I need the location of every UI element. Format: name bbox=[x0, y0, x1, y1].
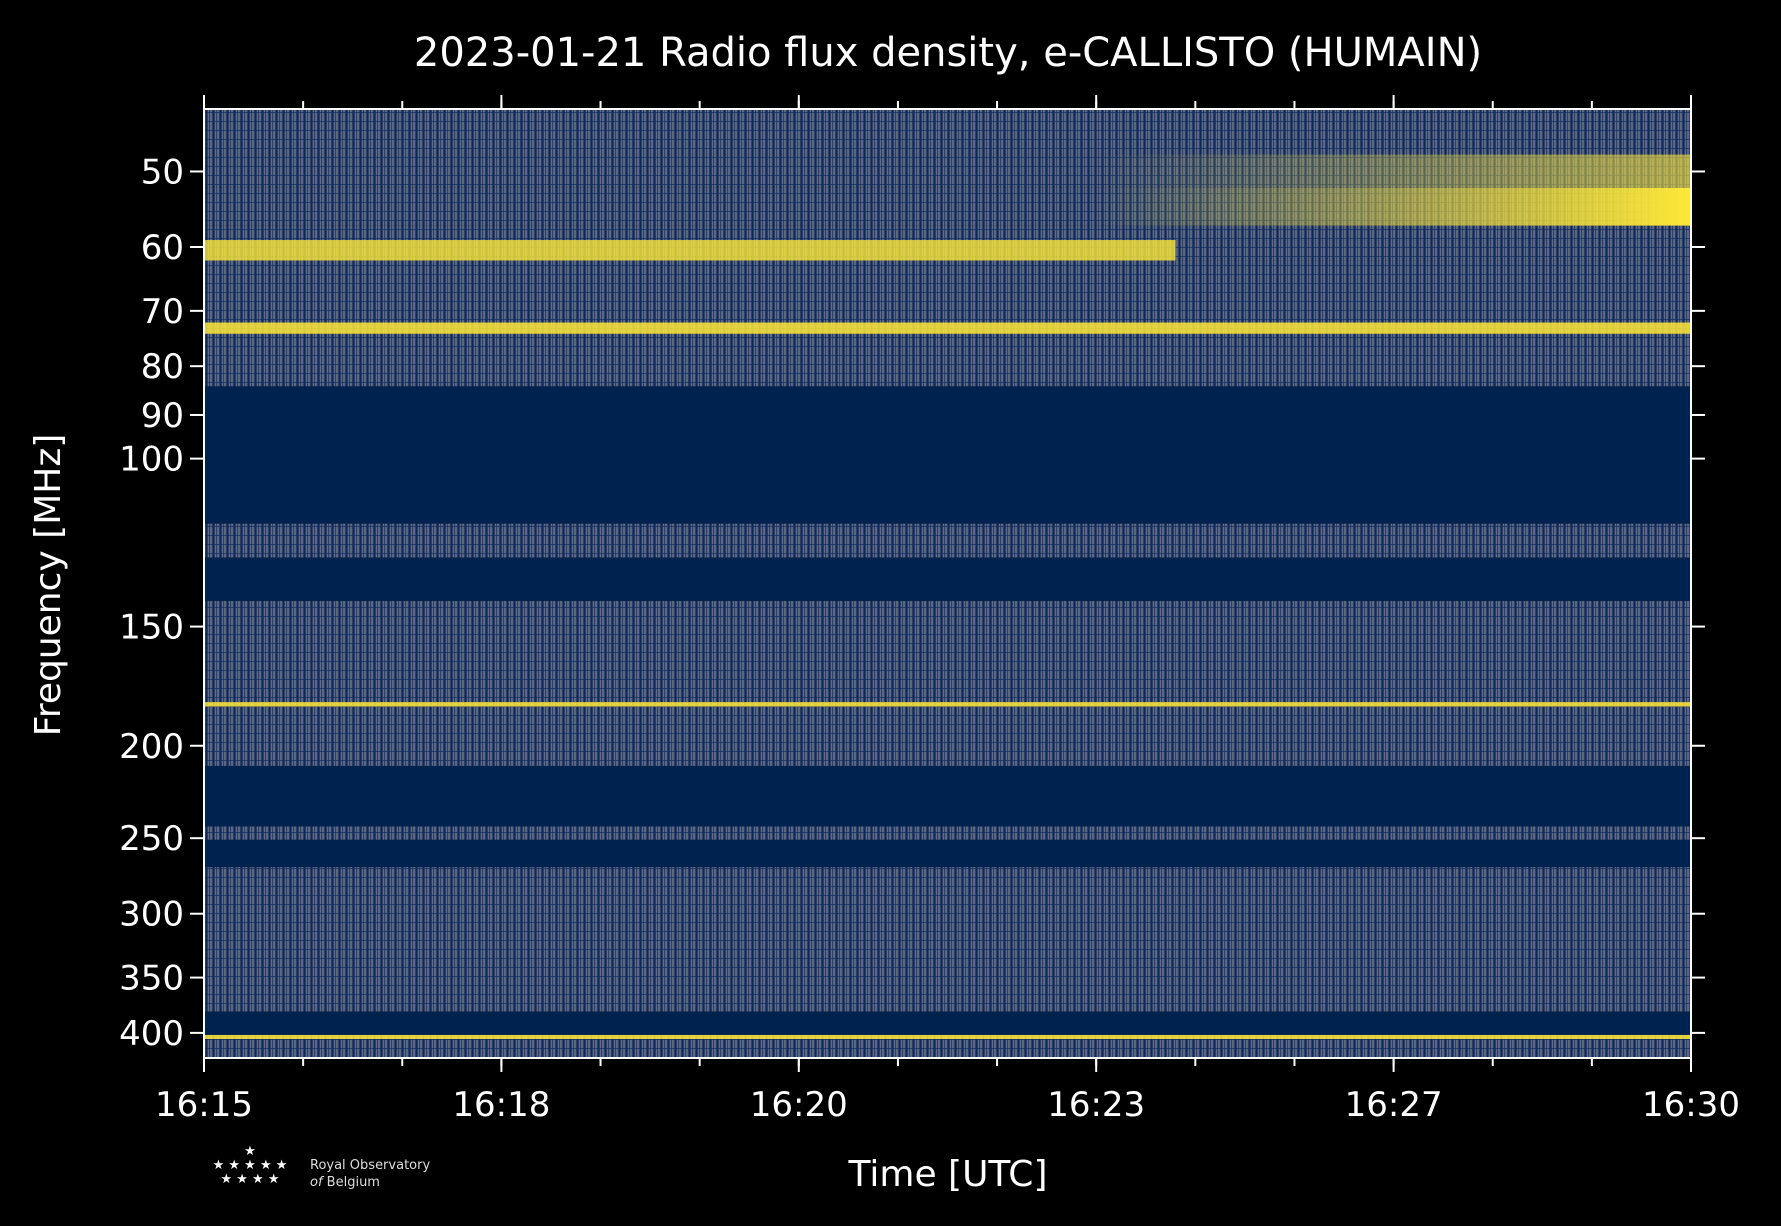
freq-band-8 bbox=[204, 386, 1691, 524]
bright-early-4 bbox=[204, 240, 1176, 261]
freq-band-16 bbox=[204, 839, 1691, 867]
freq-band-11 bbox=[204, 600, 1691, 703]
x-axis: 16:15 16:18 16:20 16:23 16:27 16:30 bbox=[155, 95, 1740, 1125]
freq-band-9 bbox=[204, 523, 1691, 558]
y-tick-label: 400 bbox=[119, 1014, 184, 1054]
y-tick-label: 200 bbox=[119, 727, 184, 767]
freq-band-20 bbox=[204, 1039, 1691, 1058]
stars-icon: ★ ★ ★ ★ ★ ★ ★ ★ ★ ★ bbox=[212, 1144, 288, 1187]
freq-band-14 bbox=[204, 765, 1691, 827]
freq-band-18 bbox=[204, 1011, 1691, 1035]
bright-line-19 bbox=[204, 1034, 1691, 1040]
x-tick-label: 16:23 bbox=[1047, 1085, 1145, 1125]
y-tick-label: 60 bbox=[141, 228, 184, 268]
freq-band-13 bbox=[204, 706, 1691, 766]
bright-late-2 bbox=[204, 187, 1691, 226]
logo-line1: Royal Observatory bbox=[310, 1158, 431, 1173]
bright-line-12 bbox=[204, 702, 1691, 707]
bright-line-6 bbox=[204, 322, 1691, 334]
y-tick-label: 300 bbox=[119, 895, 184, 935]
freq-band-5 bbox=[204, 260, 1691, 323]
bright-late-1 bbox=[204, 154, 1691, 188]
chart-title: 2023-01-21 Radio flux density, e-CALLIST… bbox=[414, 30, 1482, 76]
x-tick-label: 16:30 bbox=[1642, 1085, 1740, 1125]
freq-band-10 bbox=[204, 557, 1691, 601]
y-tick-label: 80 bbox=[141, 347, 184, 387]
y-tick-label: 90 bbox=[141, 396, 184, 436]
y-tick-label: 350 bbox=[119, 959, 184, 999]
x-axis-label: Time [UTC] bbox=[847, 1154, 1047, 1195]
freq-band-15 bbox=[204, 826, 1691, 840]
plot-area bbox=[203, 108, 1692, 1059]
x-tick-label: 16:15 bbox=[155, 1085, 253, 1125]
y-axis-label: Frequency [MHz] bbox=[28, 434, 69, 737]
logo-line2: Belgium bbox=[326, 1175, 380, 1190]
x-tick-label: 16:18 bbox=[452, 1085, 550, 1125]
x-tick-label: 16:20 bbox=[750, 1085, 848, 1125]
x-tick-label: 16:27 bbox=[1345, 1085, 1443, 1125]
y-tick-label: 70 bbox=[141, 292, 184, 332]
freq-band-0 bbox=[204, 109, 1691, 155]
plot-frame bbox=[203, 108, 1692, 1059]
observatory-logo: ★ ★ ★ ★ ★ ★ ★ ★ ★ ★ Royal Observatory of B… bbox=[205, 1145, 485, 1205]
freq-band-7 bbox=[204, 333, 1691, 387]
freq-band-3 bbox=[204, 225, 1691, 241]
y-tick-label: 100 bbox=[119, 440, 184, 480]
y-tick-label: 150 bbox=[119, 608, 184, 648]
logo-of: of bbox=[310, 1175, 323, 1190]
y-tick-label: 50 bbox=[141, 152, 184, 192]
logo-text: Royal Observatory of Belgium bbox=[310, 1157, 430, 1191]
freq-band-17 bbox=[204, 866, 1691, 1012]
y-tick-label: 250 bbox=[119, 819, 184, 859]
